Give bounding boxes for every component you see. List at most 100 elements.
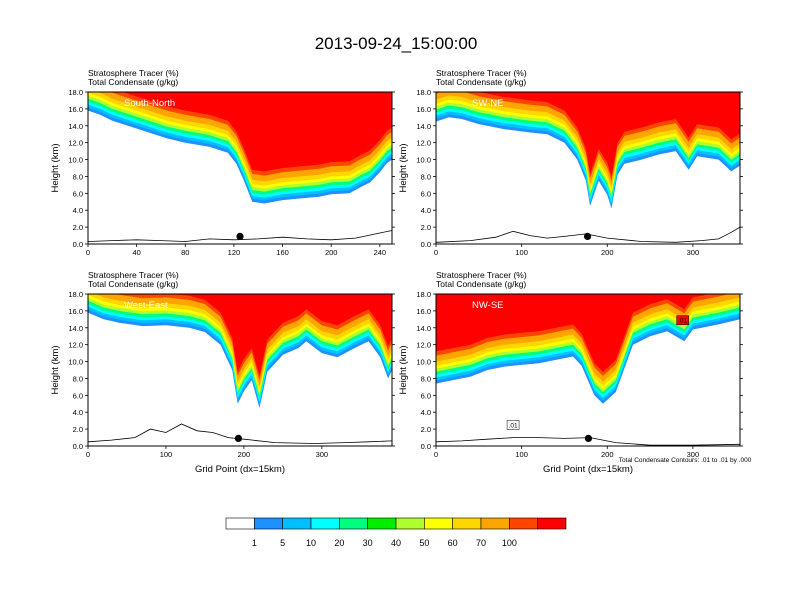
panel-header-line: Stratosphere Tracer (%) xyxy=(88,270,179,280)
colorbar-label: 50 xyxy=(419,538,429,548)
x-tick-label: 100 xyxy=(160,450,173,459)
x-tick-label: 240 xyxy=(374,248,387,257)
y-tick-label: 18.0 xyxy=(416,290,431,299)
x-axis-label: Grid Point (dx=15km) xyxy=(195,464,285,475)
y-axis-label: Height (km) xyxy=(50,345,61,394)
colorbar-swatch xyxy=(509,517,538,530)
x-tick-label: 300 xyxy=(687,248,700,257)
panel-header-line: Stratosphere Tracer (%) xyxy=(88,68,179,78)
x-tick-label: 80 xyxy=(181,248,189,257)
y-tick-label: 14.0 xyxy=(68,122,83,131)
x-tick-label: 0 xyxy=(86,450,90,459)
contour-label-box xyxy=(676,315,689,325)
x-axis-label: Grid Point (dx=15km) xyxy=(543,464,633,475)
y-tick-label: 12.0 xyxy=(416,139,431,148)
y-axis-label: Height (km) xyxy=(50,143,61,192)
colorbar-swatch xyxy=(339,517,368,530)
colorbar-swatch xyxy=(367,517,397,530)
x-tick-label: 40 xyxy=(132,248,140,257)
y-tick-label: 2.0 xyxy=(73,425,83,434)
x-tick-label: 200 xyxy=(601,450,614,459)
colorbar-swatch xyxy=(310,517,340,530)
plot-frame xyxy=(87,91,393,245)
y-tick-label: 2.0 xyxy=(421,425,431,434)
y-tick-label: 6.0 xyxy=(421,189,431,198)
y-tick-label: 18.0 xyxy=(416,88,431,97)
plot-frame xyxy=(87,293,393,447)
panel-nw-se: Stratosphere Tracer (%)Total Condensate … xyxy=(398,270,743,475)
colorbar: 1 5 10 20 30 40 50 60 70 100 xyxy=(225,517,567,548)
y-tick-label: 10.0 xyxy=(416,358,431,367)
colorbar-swatch xyxy=(480,517,510,530)
y-tick-label: 8.0 xyxy=(421,374,431,383)
y-tick-label: 16.0 xyxy=(416,105,431,114)
plot-frame xyxy=(435,293,741,447)
colorbar-label: 10 xyxy=(306,538,316,548)
panel-south-north: Stratosphere Tracer (%)Total Condensate … xyxy=(50,68,395,257)
panel-header-line: Total Condensate (g/kg) xyxy=(436,77,526,87)
y-tick-label: 0.0 xyxy=(421,240,431,249)
panel-header-line: Total Condensate (g/kg) xyxy=(436,279,526,289)
x-tick-label: 300 xyxy=(687,450,700,459)
y-tick-label: 8.0 xyxy=(73,374,83,383)
y-tick-label: 16.0 xyxy=(68,307,83,316)
panel-header-line: Stratosphere Tracer (%) xyxy=(436,68,527,78)
figure-title: 2013-09-24_15:00:00 xyxy=(315,34,478,53)
colorbar-swatch xyxy=(537,517,567,530)
y-tick-label: 12.0 xyxy=(68,341,83,350)
tracer-field xyxy=(436,294,740,446)
y-tick-label: 14.0 xyxy=(416,122,431,131)
terrain-line xyxy=(88,230,392,242)
colorbar-label: 40 xyxy=(391,538,401,548)
y-axis-label: Height (km) xyxy=(398,345,409,394)
colorbar-label: 100 xyxy=(502,538,517,548)
colorbar-label: 60 xyxy=(448,538,458,548)
y-tick-label: 10.0 xyxy=(68,358,83,367)
x-tick-label: 160 xyxy=(276,248,289,257)
y-tick-label: 4.0 xyxy=(73,408,83,417)
colorbar-label: 70 xyxy=(476,538,486,548)
x-tick-label: 300 xyxy=(316,450,329,459)
y-tick-label: 4.0 xyxy=(421,206,431,215)
tracer-band-max xyxy=(478,92,740,177)
panel-label: West-East xyxy=(124,300,168,311)
x-tick-label: 200 xyxy=(601,248,614,257)
y-tick-label: 12.0 xyxy=(68,139,83,148)
tracer-field xyxy=(88,92,392,244)
terrain-line xyxy=(88,423,392,444)
tracer-band-max xyxy=(122,92,392,172)
location-marker xyxy=(583,232,592,240)
y-tick-label: 6.0 xyxy=(73,189,83,198)
panel-header-line: Total Condensate (g/kg) xyxy=(88,77,178,87)
location-marker xyxy=(236,232,244,240)
y-tick-label: 18.0 xyxy=(68,88,83,97)
y-tick-label: 0.0 xyxy=(73,442,83,451)
colorbar-swatch xyxy=(225,517,255,530)
colorbar-label: 1 xyxy=(252,538,257,548)
y-tick-label: 6.0 xyxy=(73,391,83,400)
x-tick-label: 100 xyxy=(515,450,528,459)
contour-label-box xyxy=(506,420,520,430)
y-tick-label: 10.0 xyxy=(68,156,83,165)
colorbar-swatch xyxy=(452,517,482,530)
x-tick-label: 200 xyxy=(325,248,338,257)
y-tick-label: 14.0 xyxy=(68,324,83,333)
x-tick-label: 120 xyxy=(228,248,241,257)
y-axis-label: Height (km) xyxy=(398,143,409,192)
y-tick-label: 16.0 xyxy=(416,307,431,316)
y-tick-label: 0.0 xyxy=(421,442,431,451)
x-tick-label: 0 xyxy=(86,248,90,257)
panel-header-line: Stratosphere Tracer (%) xyxy=(436,270,527,280)
tracer-field xyxy=(88,294,392,446)
tracer-band-max xyxy=(142,294,392,376)
location-marker xyxy=(584,434,593,442)
contour-note: Total Condensate Contours: .01 to .01 by… xyxy=(619,457,752,464)
y-tick-label: 4.0 xyxy=(73,206,83,215)
y-tick-label: 16.0 xyxy=(68,105,83,114)
colorbar-swatch xyxy=(424,517,453,530)
panel-label: NW-SE xyxy=(472,300,504,311)
contour-label: .01 xyxy=(509,422,518,429)
location-marker xyxy=(234,434,243,442)
y-tick-label: 8.0 xyxy=(421,172,431,181)
x-tick-label: 0 xyxy=(434,248,438,257)
